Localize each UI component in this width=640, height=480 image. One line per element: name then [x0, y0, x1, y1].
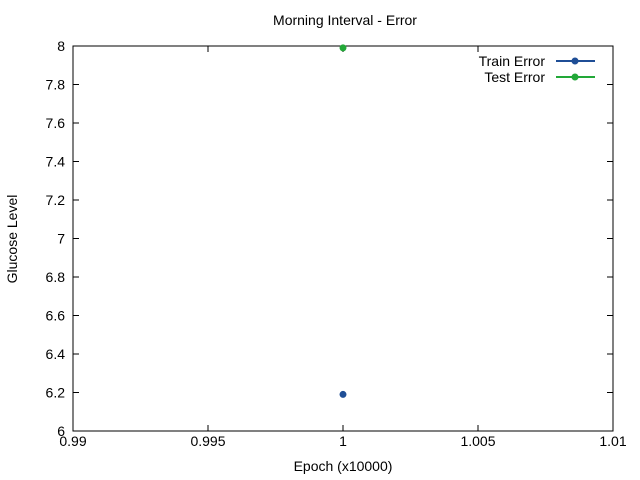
y-tick-label: 7.6: [46, 115, 66, 131]
axis-ticks: [72, 45, 614, 432]
legend-marker: [571, 57, 579, 65]
x-tick-label: 0.99: [59, 433, 86, 449]
y-tick-label: 7.8: [46, 77, 66, 93]
y-tick-label: 7.2: [46, 192, 66, 208]
y-tick-label: 6: [57, 423, 65, 439]
legend-marker: [571, 73, 579, 81]
x-tick-labels: 0.99 0.995 1 1.005 1.01: [59, 433, 626, 449]
data-point: [339, 44, 347, 52]
legend-label: Train Error: [479, 53, 546, 69]
x-axis-label: Epoch (x10000): [294, 458, 393, 474]
plot-frame: [72, 45, 614, 432]
data-point: [339, 390, 347, 398]
y-tick-labels: 6 6.2 6.4 6.6 6.8 7 7.2 7.4 7.6 7.8 8: [46, 38, 66, 439]
x-tick-label: 0.995: [190, 433, 225, 449]
legend-label: Test Error: [484, 69, 545, 85]
chart-title: Morning Interval - Error: [273, 12, 417, 28]
y-tick-label: 8: [57, 38, 65, 54]
x-tick-label: 1: [339, 433, 347, 449]
y-tick-label: 6.6: [46, 308, 66, 324]
series-points: [339, 44, 347, 398]
y-tick-label: 6.2: [46, 385, 66, 401]
y-axis-label: Glucose Level: [4, 195, 20, 284]
x-tick-label: 1.005: [460, 433, 495, 449]
y-tick-label: 6.4: [46, 346, 66, 362]
y-tick-label: 7: [57, 231, 65, 247]
y-tick-label: 7.4: [46, 154, 66, 170]
x-tick-label: 1.01: [599, 433, 626, 449]
y-tick-label: 6.8: [46, 269, 66, 285]
